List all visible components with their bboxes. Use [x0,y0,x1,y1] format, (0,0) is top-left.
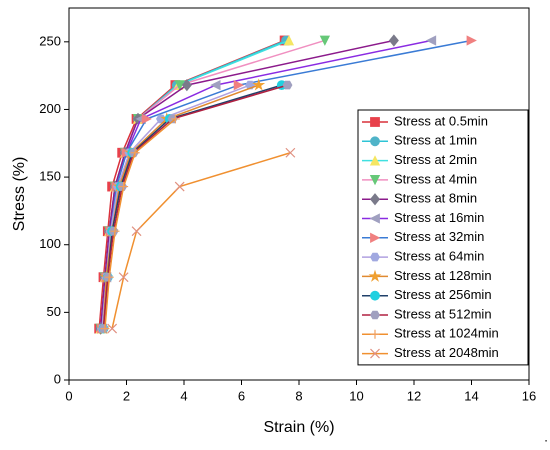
x-tick-label: 4 [180,388,187,403]
series-line [102,84,282,329]
marker [107,323,118,334]
y-tick-label: 0 [54,371,61,386]
legend-label: Stress at 128min [394,268,492,283]
legend-label: Stress at 1024min [394,326,499,341]
series-line [102,84,288,329]
x-tick-label: 14 [464,388,478,403]
x-tick-label: 0 [65,388,72,403]
x-tick-label: 12 [407,388,421,403]
y-axis-title: Stress (%) [11,157,28,232]
marker [170,114,180,124]
marker [130,148,140,158]
marker [319,35,331,46]
y-tick-label: 250 [39,33,61,48]
legend-label: Stress at 512min [394,306,492,321]
y-tick-label: 150 [39,169,61,184]
marker [369,155,381,166]
marker [466,35,477,46]
x-tick-label: 10 [349,388,363,403]
marker [141,113,153,125]
x-tick-label: 16 [522,388,536,403]
marker [370,310,380,320]
series-line [102,84,260,329]
marker [368,269,382,282]
marker [210,79,221,91]
series-line [104,118,176,329]
legend-label: Stress at 4min [394,171,477,186]
marker [282,80,293,90]
annotation: . [544,429,548,444]
marker [369,193,381,206]
marker [370,232,381,243]
marker [174,181,185,192]
marker [388,34,399,47]
legend-label: Stress at 32min [394,229,484,244]
marker [104,272,114,282]
marker [181,78,192,92]
legend-label: Stress at 256min [394,287,492,302]
marker [118,272,129,283]
marker [252,78,266,91]
marker [370,290,380,301]
y-tick-label: 200 [39,101,61,116]
marker [370,252,380,262]
legend-label: Stress at 16min [394,210,484,225]
marker [370,117,380,127]
marker [233,79,245,91]
y-tick-label: 100 [39,236,61,251]
x-tick-label: 8 [295,388,302,403]
series-line [101,84,251,329]
legend-label: Stress at 0.5min [394,113,488,128]
series-line [99,39,395,329]
marker [100,324,110,334]
legend-label: Stress at 64min [394,249,484,264]
marker [370,136,380,147]
marker [369,174,381,186]
marker [110,226,120,236]
marker [370,348,380,359]
series-line [111,152,291,329]
marker [369,213,380,224]
legend-label: Stress at 1min [394,133,477,148]
marker [131,226,142,237]
legend-label: Stress at 2048min [394,345,499,360]
series-line [98,39,285,329]
x-tick-label: 2 [123,388,130,403]
marker [370,329,380,339]
legend-label: Stress at 8min [394,191,477,206]
x-axis-title: Strain (%) [263,419,334,436]
marker [425,35,437,46]
marker [283,35,295,46]
legend-label: Stress at 2min [394,152,477,167]
y-tick-label: 50 [47,304,61,319]
marker [285,147,296,158]
x-tick-label: 6 [238,388,245,403]
marker [119,182,129,192]
